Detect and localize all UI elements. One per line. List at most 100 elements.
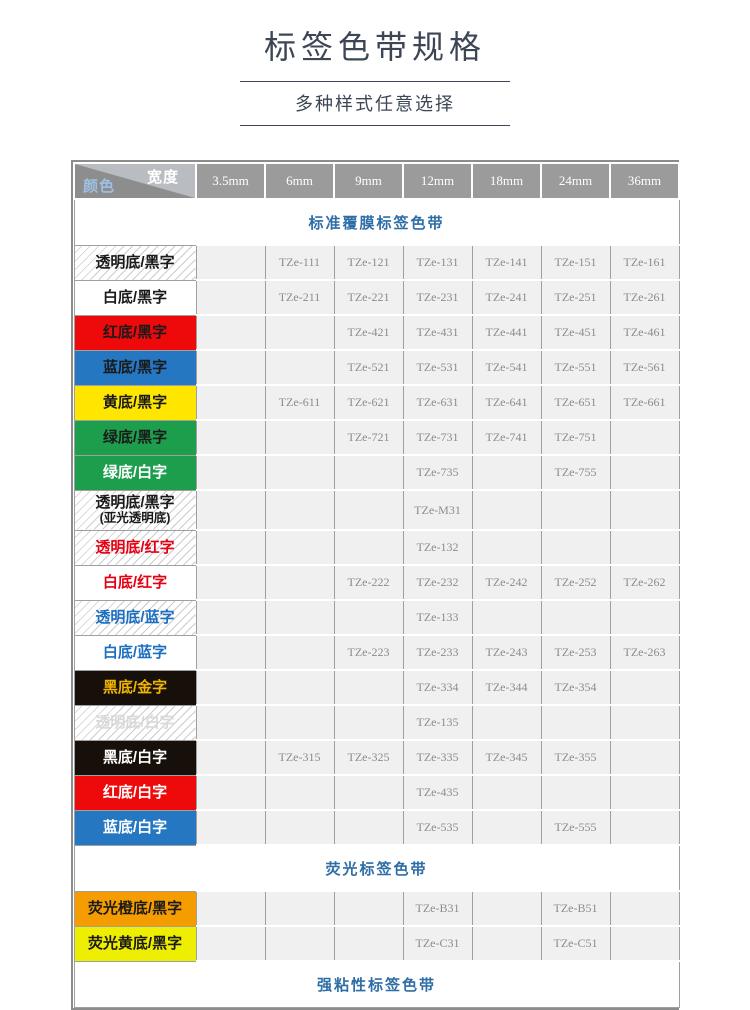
- empty-cell: [264, 599, 335, 636]
- empty-cell: [195, 244, 266, 281]
- empty-cell: [264, 489, 335, 531]
- empty-cell: [609, 489, 680, 531]
- column-header: 12mm: [402, 162, 473, 200]
- empty-cell: [609, 599, 680, 636]
- table-row: 红底/白字 TZe-435: [73, 774, 680, 811]
- section-title: 强粘性标签色带: [73, 960, 680, 1008]
- empty-cell: [471, 774, 542, 811]
- tape-code-cell: TZe-242: [471, 564, 542, 601]
- empty-cell: [609, 774, 680, 811]
- empty-cell: [609, 809, 680, 846]
- empty-cell: [195, 314, 266, 351]
- table-row: 白底/蓝字 TZe-223 TZe-233 TZe-243 TZe-253 TZe-263: [73, 634, 680, 671]
- tape-code-cell: TZe-561: [609, 349, 680, 386]
- tape-code-cell: TZe-121: [333, 244, 404, 281]
- table-row: 红底/黑字 TZe-421 TZe-431 TZe-441 TZe-451 TZe-461: [73, 314, 680, 351]
- table-row: 蓝底/黑字 TZe-521 TZe-531 TZe-541 TZe-551 TZe-561: [73, 349, 680, 386]
- spec-table: 宽度 颜色 3.5mm 6mm 9mm 12mm 18mm 24mm 36mm 标准覆膜标签…: [73, 162, 680, 1008]
- color-swatch-label: 白底/蓝字: [73, 634, 197, 671]
- tape-code-cell: TZe-651: [540, 384, 611, 421]
- empty-cell: [333, 809, 404, 846]
- color-swatch-label: 黄底/黑字: [73, 384, 197, 421]
- empty-cell: [195, 599, 266, 636]
- column-header: 18mm: [471, 162, 542, 200]
- tape-code-cell: TZe-M31: [402, 489, 473, 531]
- column-header: 3.5mm: [195, 162, 266, 200]
- empty-cell: [264, 669, 335, 706]
- empty-cell: [195, 925, 266, 962]
- tape-code-cell: TZe-344: [471, 669, 542, 706]
- tape-code-cell: TZe-B31: [402, 890, 473, 927]
- swatch-text: 透明底/白字: [95, 713, 175, 731]
- tape-code-cell: TZe-421: [333, 314, 404, 351]
- tape-code-cell: TZe-755: [540, 454, 611, 491]
- table-row: 透明底/黑字 (亚光透明底) TZe-M31: [73, 489, 680, 531]
- tape-code-cell: TZe-441: [471, 314, 542, 351]
- empty-cell: [540, 599, 611, 636]
- empty-cell: [471, 489, 542, 531]
- section-header-row: 强粘性标签色带: [73, 960, 680, 1008]
- swatch-text: 红底/白字: [102, 783, 168, 801]
- empty-cell: [195, 890, 266, 927]
- table-row: 绿底/黑字 TZe-721 TZe-731 TZe-741 TZe-751: [73, 419, 680, 456]
- empty-cell: [471, 809, 542, 846]
- tape-code-cell: TZe-253: [540, 634, 611, 671]
- swatch-text: 荧光橙底/黑字: [87, 899, 183, 917]
- tape-code-cell: TZe-211: [264, 279, 335, 316]
- empty-cell: [609, 925, 680, 962]
- column-header: 6mm: [264, 162, 335, 200]
- empty-cell: [195, 454, 266, 491]
- empty-cell: [333, 890, 404, 927]
- color-swatch-label: 荧光橙底/黑字: [73, 890, 197, 927]
- empty-cell: [195, 809, 266, 846]
- empty-cell: [264, 314, 335, 351]
- tape-code-cell: TZe-251: [540, 279, 611, 316]
- tape-code-cell: TZe-221: [333, 279, 404, 316]
- color-swatch-label: 白底/红字: [73, 564, 197, 601]
- section-title: 荧光标签色带: [73, 844, 680, 892]
- tape-code-cell: TZe-611: [264, 384, 335, 421]
- tape-code-cell: TZe-451: [540, 314, 611, 351]
- tape-code-cell: TZe-132: [402, 529, 473, 566]
- color-swatch-label: 透明底/黑字: [73, 244, 197, 281]
- section-title: 标准覆膜标签色带: [73, 198, 680, 246]
- tape-code-cell: TZe-232: [402, 564, 473, 601]
- tape-code-cell: TZe-111: [264, 244, 335, 281]
- empty-cell: [471, 529, 542, 566]
- empty-cell: [195, 564, 266, 601]
- page-title: 标签色带规格: [263, 29, 486, 65]
- tape-code-cell: TZe-222: [333, 564, 404, 601]
- empty-cell: [471, 704, 542, 741]
- tape-code-cell: TZe-241: [471, 279, 542, 316]
- empty-cell: [264, 925, 335, 962]
- empty-cell: [609, 890, 680, 927]
- empty-cell: [471, 925, 542, 962]
- color-swatch-label: 透明底/红字: [73, 529, 197, 566]
- empty-cell: [195, 529, 266, 566]
- tape-code-cell: TZe-252: [540, 564, 611, 601]
- tape-code-cell: TZe-345: [471, 739, 542, 776]
- tape-code-cell: TZe-B51: [540, 890, 611, 927]
- swatch-text: 白底/红字: [102, 573, 168, 591]
- empty-cell: [264, 349, 335, 386]
- empty-cell: [540, 529, 611, 566]
- tape-code-cell: TZe-C31: [402, 925, 473, 962]
- color-swatch-label: 蓝底/黑字: [73, 349, 197, 386]
- swatch-text: 黑底/金字: [102, 678, 168, 696]
- tape-code-cell: TZe-661: [609, 384, 680, 421]
- empty-cell: [195, 634, 266, 671]
- empty-cell: [195, 279, 266, 316]
- tape-code-cell: TZe-731: [402, 419, 473, 456]
- table-row: 荧光橙底/黑字 TZe-B31 TZe-B51: [73, 890, 680, 927]
- color-swatch-label: 红底/白字: [73, 774, 197, 811]
- empty-cell: [333, 489, 404, 531]
- tape-code-cell: TZe-535: [402, 809, 473, 846]
- empty-cell: [471, 454, 542, 491]
- tape-code-cell: TZe-735: [402, 454, 473, 491]
- tape-code-cell: TZe-555: [540, 809, 611, 846]
- tape-code-cell: TZe-233: [402, 634, 473, 671]
- tape-code-cell: TZe-161: [609, 244, 680, 281]
- page-header: 标签色带规格 多种样式任意选择: [0, 0, 750, 126]
- tape-code-cell: TZe-315: [264, 739, 335, 776]
- table-row: 黑底/金字 TZe-334 TZe-344 TZe-354: [73, 669, 680, 706]
